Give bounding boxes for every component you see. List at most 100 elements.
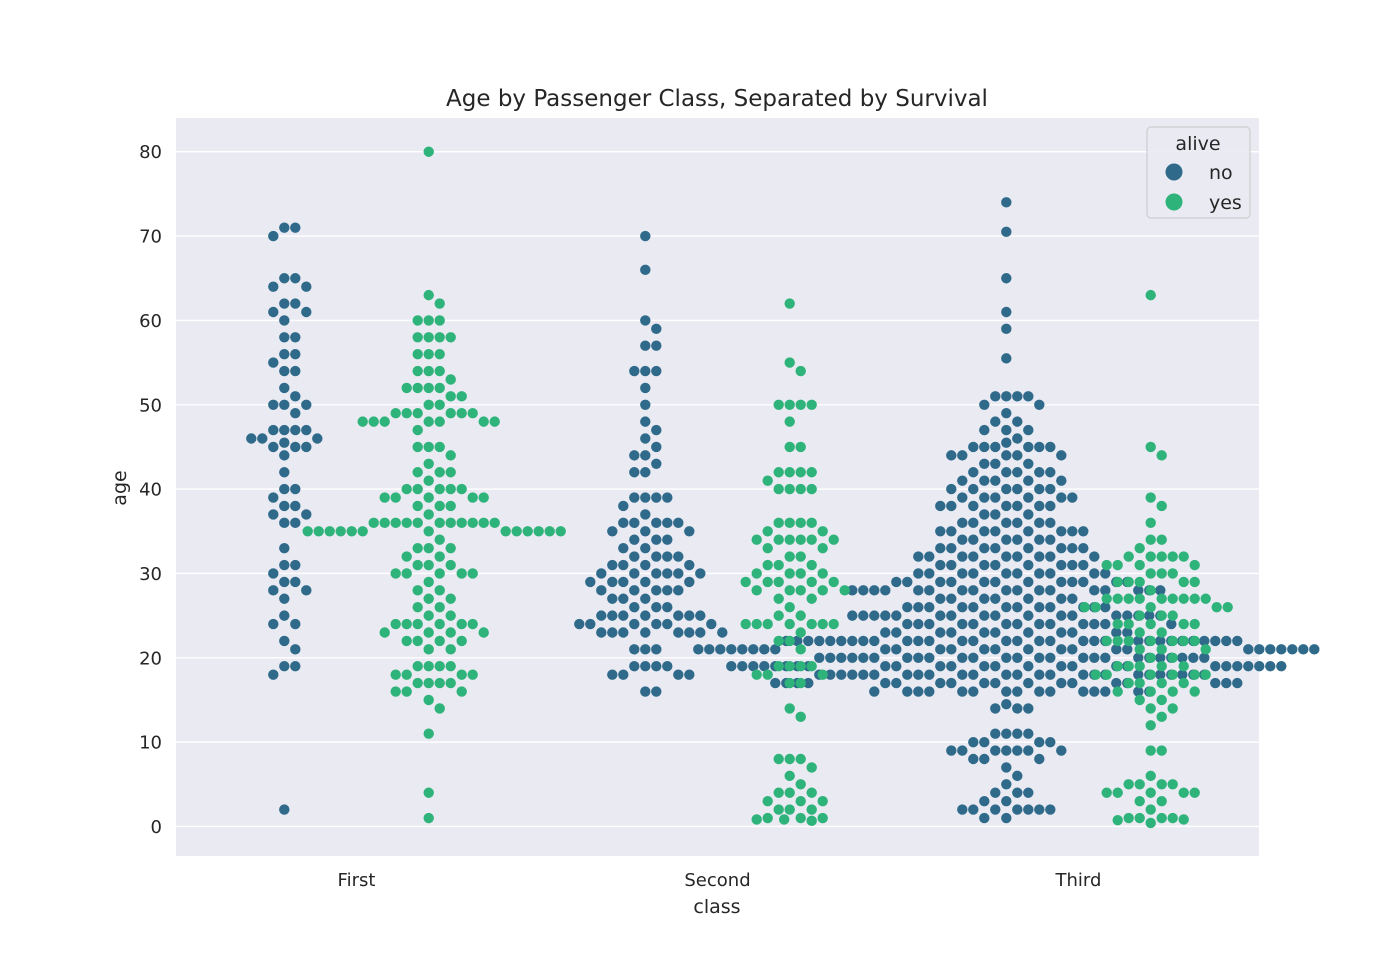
point-third-no [1001, 483, 1012, 495]
point-third-yes [1134, 610, 1145, 621]
point-third-no [836, 652, 847, 663]
point-third-yes [1156, 644, 1167, 655]
point-third-no [946, 745, 957, 756]
point-second-no [618, 500, 629, 512]
point-third-yes [1145, 551, 1156, 562]
point-second-yes [784, 298, 795, 309]
point-third-no [1078, 542, 1089, 554]
point-second-no [618, 517, 629, 529]
point-second-no [651, 618, 662, 630]
point-third-no [968, 618, 979, 630]
point-second-yes [806, 483, 817, 495]
point-second-no [651, 517, 662, 529]
point-third-no [935, 661, 946, 672]
point-third-no [759, 661, 770, 672]
point-third-yes [1112, 576, 1123, 588]
point-first-yes [335, 526, 346, 537]
point-third-yes [1178, 593, 1189, 604]
point-third-no [1001, 323, 1012, 335]
point-second-no [662, 601, 673, 613]
point-second-no [651, 365, 662, 377]
point-first-no [279, 273, 290, 284]
point-second-no [629, 661, 640, 672]
point-first-yes [445, 391, 456, 402]
point-first-yes [423, 542, 434, 554]
point-third-no [990, 542, 1001, 554]
point-third-no [968, 467, 979, 478]
point-third-no [1067, 492, 1078, 503]
point-third-no [1221, 677, 1232, 689]
point-third-no [1309, 644, 1320, 655]
point-third-yes [1090, 601, 1101, 613]
point-third-no [968, 686, 979, 697]
point-third-no [979, 736, 990, 748]
point-second-no [695, 568, 706, 579]
point-third-yes [1145, 635, 1156, 647]
point-second-no [673, 568, 684, 579]
point-third-no [979, 399, 990, 410]
point-third-no [946, 450, 957, 461]
point-third-no [1067, 644, 1078, 655]
point-third-yes [1167, 703, 1178, 714]
point-third-no [1210, 661, 1221, 672]
point-third-no [979, 627, 990, 638]
point-third-no [1001, 467, 1012, 478]
point-third-no [1023, 492, 1034, 503]
point-second-no [651, 340, 662, 351]
point-first-yes [412, 382, 423, 394]
point-first-yes [456, 391, 467, 402]
point-first-no [301, 441, 312, 453]
point-third-no [935, 593, 946, 604]
point-third-no [957, 618, 968, 630]
point-third-no [1056, 492, 1067, 503]
point-first-yes [423, 365, 434, 377]
point-third-no [1078, 559, 1089, 571]
point-first-yes [456, 483, 467, 495]
point-third-yes [1145, 492, 1156, 503]
point-first-no [279, 437, 290, 448]
point-third-no [1001, 686, 1012, 697]
point-third-no [825, 635, 836, 647]
y-tick-label-10: 10 [139, 733, 162, 754]
point-second-no [640, 509, 651, 520]
point-third-no [1001, 568, 1012, 579]
point-third-no [1034, 601, 1045, 613]
point-third-no [1034, 467, 1045, 478]
point-third-no [1089, 652, 1100, 663]
point-third-yes [1112, 635, 1123, 647]
point-third-no [957, 568, 968, 579]
point-third-yes [1178, 635, 1189, 647]
point-third-yes [1178, 787, 1189, 798]
point-third-no [1034, 618, 1045, 630]
point-second-no [607, 593, 618, 604]
point-second-no [596, 568, 607, 579]
point-third-no [1023, 576, 1034, 588]
point-third-yes [1156, 610, 1167, 621]
point-third-no [1078, 576, 1089, 588]
point-second-yes [795, 711, 806, 723]
point-second-yes [795, 677, 806, 689]
point-first-yes [412, 408, 423, 419]
point-third-no [770, 677, 781, 689]
point-first-yes [423, 441, 434, 453]
point-second-no [640, 340, 651, 351]
point-first-yes [423, 509, 434, 520]
point-third-no [1023, 593, 1034, 604]
point-third-yes [1112, 787, 1123, 798]
point-third-no [990, 458, 1001, 470]
point-first-no [301, 281, 312, 292]
point-third-no [1133, 669, 1144, 680]
point-third-no [957, 492, 968, 503]
point-second-yes [773, 576, 784, 588]
point-second-yes [784, 467, 795, 478]
point-second-yes [762, 542, 773, 554]
point-third-no [1089, 551, 1100, 562]
point-third-no [1034, 483, 1045, 495]
point-third-no [990, 526, 1001, 537]
point-first-no [290, 348, 301, 360]
point-third-no [946, 644, 957, 655]
point-third-no [737, 661, 748, 672]
point-first-no [268, 441, 279, 453]
point-first-yes [368, 416, 379, 427]
point-second-yes [817, 542, 828, 554]
